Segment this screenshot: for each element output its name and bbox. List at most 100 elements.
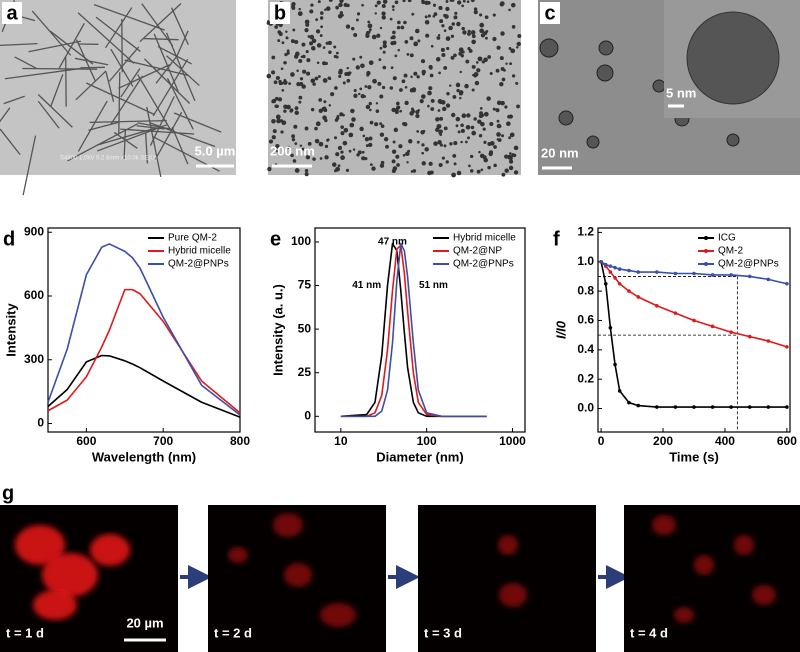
- cell-signal: [752, 585, 776, 605]
- particle: [368, 60, 374, 66]
- panel-label: c: [544, 2, 555, 24]
- particle: [508, 136, 512, 140]
- particle: [407, 149, 411, 153]
- particle: [375, 109, 380, 113]
- particle: [449, 0, 453, 2]
- particle: [448, 25, 453, 31]
- particle: [294, 39, 299, 44]
- particle: [424, 15, 428, 19]
- particle: [381, 4, 386, 9]
- particle: [470, 0, 475, 3]
- particle: [479, 107, 483, 110]
- particle: [458, 51, 463, 56]
- particle: [421, 161, 426, 166]
- particle: [485, 29, 489, 33]
- particle: [441, 24, 445, 28]
- particle: [415, 113, 420, 119]
- particle: [268, 139, 273, 144]
- particle: [310, 107, 315, 112]
- particle: [459, 96, 462, 100]
- particle: [304, 172, 309, 177]
- particle: [376, 0, 381, 5]
- data-point: [603, 262, 608, 267]
- particle: [415, 28, 420, 34]
- particle: [375, 102, 379, 105]
- legend-label: Hybrid micelle: [453, 233, 516, 244]
- particle: [421, 151, 425, 155]
- particle: [539, 38, 559, 58]
- particle: [335, 5, 339, 10]
- particle: [368, 30, 371, 34]
- particle: [476, 68, 481, 73]
- nanowire: [171, 7, 189, 46]
- particle: [346, 3, 350, 8]
- nanowire: [123, 129, 127, 160]
- particle: [467, 32, 471, 36]
- particle: [411, 109, 415, 113]
- data-point: [747, 405, 752, 409]
- data-point: [692, 318, 696, 323]
- particle: [319, 16, 324, 20]
- particle: [468, 49, 473, 53]
- panel-label-box: [270, 2, 290, 24]
- particle: [323, 100, 327, 104]
- particle: [437, 140, 442, 145]
- particle: [471, 64, 476, 69]
- particle: [456, 21, 461, 27]
- particle: [291, 5, 294, 9]
- particle: [304, 126, 309, 131]
- particle: [410, 75, 413, 79]
- particle: [455, 82, 461, 88]
- particle: [364, 137, 370, 142]
- nanowire: [144, 132, 149, 164]
- particle: [464, 140, 468, 144]
- particle: [451, 172, 456, 178]
- particle: [516, 46, 519, 49]
- particle: [385, 144, 389, 149]
- particle: [289, 109, 293, 113]
- particle: [504, 105, 508, 109]
- particle: [469, 169, 474, 173]
- series-line: [600, 261, 787, 408]
- particle: [348, 132, 354, 138]
- particle: [338, 2, 343, 8]
- particle: [442, 106, 447, 112]
- particle: [467, 29, 471, 33]
- particle: [273, 80, 278, 85]
- particle: [476, 169, 481, 174]
- cell-signal: [90, 534, 130, 566]
- particle: [316, 61, 320, 65]
- legend-label: QM-2@NP: [453, 246, 502, 257]
- particle: [395, 154, 400, 159]
- particle: [335, 55, 339, 59]
- nanowire: [77, 100, 108, 152]
- particle: [415, 109, 420, 115]
- nanowire: [89, 119, 167, 124]
- particle: [381, 11, 386, 16]
- particle: [315, 18, 319, 22]
- y-tick-label: 0.8: [577, 283, 594, 297]
- data-point: [673, 405, 678, 409]
- particle: [453, 141, 458, 146]
- nanowire: [3, 95, 25, 105]
- particle: [328, 50, 332, 55]
- particle: [276, 118, 281, 124]
- particle: [342, 113, 345, 117]
- particle: [483, 111, 489, 117]
- particle: [405, 151, 410, 157]
- particle: [450, 55, 455, 60]
- particle: [440, 47, 445, 52]
- particle: [487, 55, 491, 59]
- particle: [309, 9, 314, 14]
- particle: [392, 166, 398, 171]
- particle: [409, 53, 414, 58]
- particle: [445, 6, 450, 12]
- y-tick-label: 0.2: [577, 371, 594, 385]
- particle: [443, 126, 448, 131]
- particle: [596, 64, 614, 82]
- particle: [371, 166, 376, 171]
- particle: [390, 36, 394, 40]
- particle: [477, 119, 482, 124]
- data-point: [636, 295, 641, 299]
- particle: [278, 32, 283, 37]
